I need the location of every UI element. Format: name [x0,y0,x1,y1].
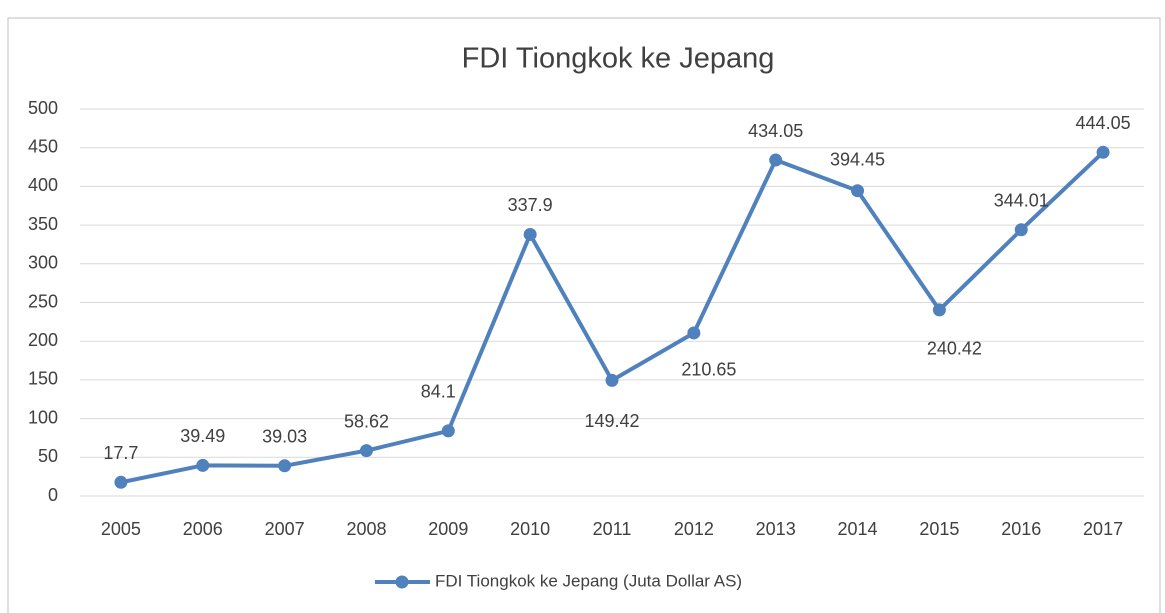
x-tick-label: 2008 [346,519,386,539]
y-tick-label: 300 [28,253,58,273]
data-label: 17.7 [103,443,138,463]
x-tick-label: 2013 [756,519,796,539]
y-tick-label: 400 [28,175,58,195]
x-tick-label: 2014 [838,519,878,539]
y-tick-label: 150 [28,369,58,389]
y-tick-label: 350 [28,214,58,234]
data-label: 337.9 [508,195,553,215]
x-tick-label: 2015 [919,519,959,539]
point [769,153,783,167]
y-tick-label: 100 [28,407,58,427]
data-label: 39.49 [180,426,225,446]
y-tick-label: 0 [48,485,58,505]
y-tick-label: 250 [28,291,58,311]
data-label: 240.42 [927,339,982,359]
x-tick-label: 2005 [101,519,141,539]
point [278,459,292,473]
point [359,444,373,458]
x-tick-label: 2010 [510,519,550,539]
point [687,326,701,340]
data-label: 210.65 [681,360,736,380]
x-tick-label: 2006 [183,519,223,539]
y-tick-label: 500 [28,98,58,118]
data-label: 444.05 [1076,113,1131,133]
x-tick-label: 2011 [593,519,632,539]
data-label: 344.01 [994,190,1049,210]
legend-marker [395,575,409,589]
chart-border [7,17,1161,613]
data-label: 84.1 [421,382,456,402]
point [932,303,946,317]
point [1096,145,1110,159]
x-tick-label: 2016 [1001,519,1041,539]
x-tick-label: 2009 [428,519,468,539]
x-tick-label: 2007 [265,519,305,539]
point [441,424,455,438]
data-label: 39.03 [262,427,307,447]
y-tick-label: 450 [28,136,58,156]
point [605,373,619,387]
legend-label: FDI Tiongkok ke Jepang (Juta Dollar AS) [435,571,742,590]
point [851,184,865,198]
point [114,475,128,489]
x-tick-label: 2012 [674,519,714,539]
point [523,227,537,241]
chart-title: FDI Tiongkok ke Jepang [462,43,775,75]
point [1014,223,1028,237]
point [196,458,210,472]
data-label: 58.62 [344,411,389,431]
data-label: 394.45 [830,149,885,169]
data-label: 434.05 [748,121,803,141]
y-tick-label: 50 [38,446,58,466]
y-tick-label: 200 [28,330,58,350]
data-label: 149.42 [584,411,639,431]
x-tick-label: 2017 [1083,519,1123,539]
